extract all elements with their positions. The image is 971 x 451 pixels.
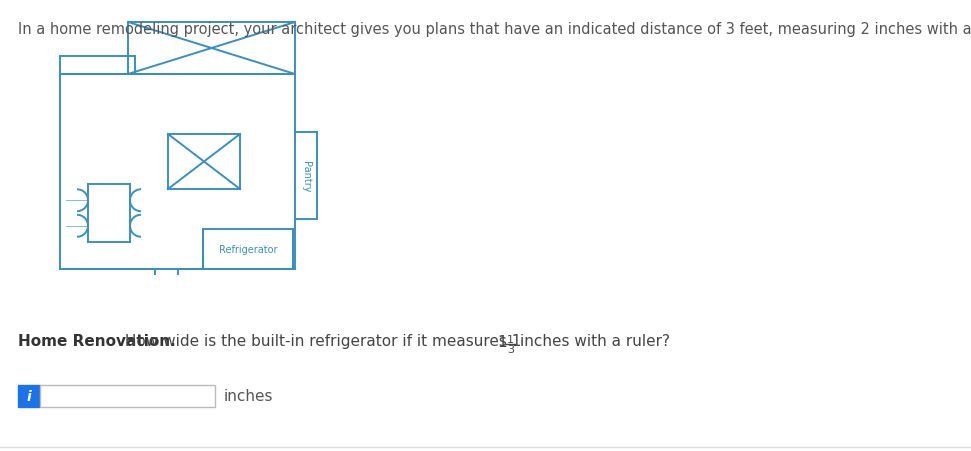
FancyBboxPatch shape — [18, 385, 40, 407]
Text: Refrigerator: Refrigerator — [218, 244, 278, 254]
Text: Pantry: Pantry — [301, 161, 311, 192]
Text: inches with a ruler?: inches with a ruler? — [520, 333, 670, 348]
Text: i: i — [26, 389, 31, 403]
Text: inches: inches — [224, 389, 274, 404]
FancyBboxPatch shape — [40, 385, 215, 407]
Text: How wide is the built-in refrigerator if it measures 1: How wide is the built-in refrigerator if… — [120, 333, 521, 348]
Text: 1: 1 — [497, 334, 507, 349]
Text: 1: 1 — [507, 334, 514, 344]
Text: 3: 3 — [507, 344, 514, 354]
Text: In a home remodeling project, your architect gives you plans that have an indica: In a home remodeling project, your archi… — [18, 22, 971, 37]
Text: Home Renovation.: Home Renovation. — [18, 333, 176, 348]
